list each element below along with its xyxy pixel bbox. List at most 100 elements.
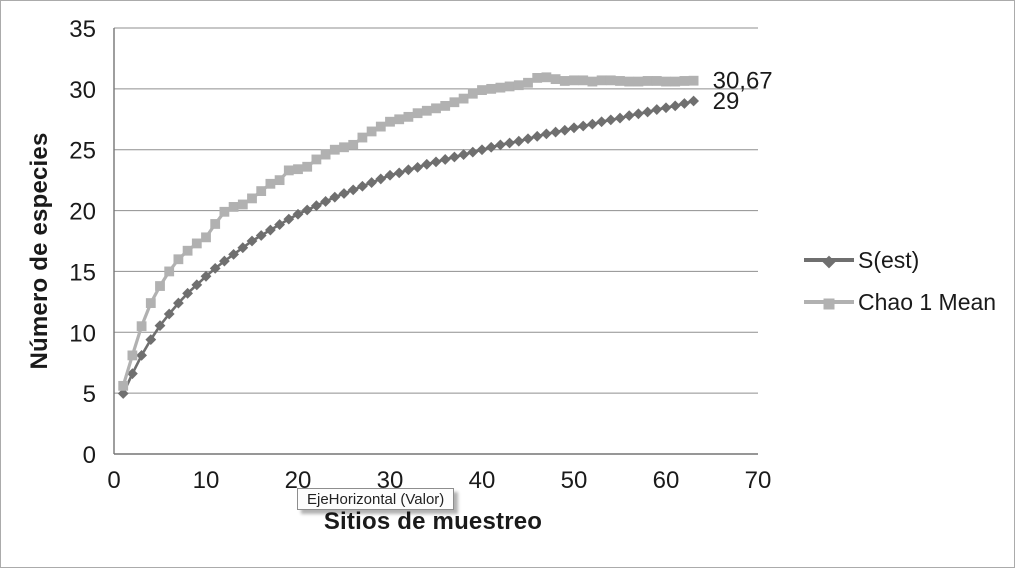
y-tick-label: 20: [69, 199, 96, 226]
square-marker-icon: [403, 111, 414, 122]
diamond-marker-icon: [587, 118, 598, 130]
square-marker-icon: [302, 161, 313, 172]
square-marker-icon: [256, 186, 267, 196]
square-marker-icon: [651, 76, 662, 86]
square-marker-icon: [182, 245, 193, 256]
square-marker-icon: [605, 75, 616, 86]
series-chao-1-mean[interactable]: 30,67: [118, 68, 773, 391]
diamond-marker-icon: [117, 388, 129, 399]
square-marker-icon: [201, 232, 211, 243]
square-marker-icon: [587, 76, 598, 87]
diamond-marker-icon: [679, 98, 690, 109]
series-line: [121, 75, 694, 387]
legend-item-sest[interactable]: S(est): [804, 242, 996, 278]
y-tick-label: 10: [69, 320, 96, 347]
legend-line-sample: [804, 298, 854, 310]
diamond-marker-icon: [136, 350, 147, 361]
diamond-marker-icon: [642, 106, 653, 118]
square-marker-icon: [385, 116, 395, 127]
square-marker-icon: [329, 144, 340, 155]
diamond-marker-icon: [154, 320, 166, 331]
square-marker-icon: [339, 142, 349, 153]
diamond-marker-icon: [237, 242, 249, 254]
diamond-marker-icon: [822, 255, 836, 269]
diamond-marker-icon: [605, 114, 617, 126]
diamond-marker-icon: [292, 208, 304, 220]
diamond-marker-icon: [338, 188, 350, 199]
square-marker-icon: [173, 254, 184, 265]
square-marker-icon: [412, 108, 423, 119]
legend-item-chao-1-mean[interactable]: Chao 1 Mean: [804, 284, 996, 320]
square-marker-icon: [688, 75, 699, 86]
square-marker-icon: [642, 76, 653, 86]
legend-label: Chao 1 Mean: [858, 288, 997, 315]
y-tick-label: 0: [83, 442, 96, 469]
diamond-marker-icon: [513, 135, 525, 147]
diamond-marker-icon: [651, 104, 663, 115]
diamond-marker-icon: [550, 126, 561, 138]
diamond-marker-icon: [439, 154, 451, 165]
square-marker-icon: [504, 81, 515, 92]
diamond-marker-icon: [412, 161, 423, 173]
square-marker-icon: [578, 75, 589, 86]
diamond-marker-icon: [329, 191, 341, 203]
square-marker-icon: [596, 75, 607, 86]
diamond-marker-icon: [660, 102, 672, 114]
square-marker-icon: [458, 93, 469, 104]
diamond-marker-icon: [246, 235, 258, 247]
square-marker-icon: [293, 164, 303, 175]
series-line: [122, 99, 694, 395]
square-marker-icon: [624, 76, 635, 87]
x-axis-title: Sitios de muestreo: [323, 508, 543, 535]
diamond-marker-icon: [559, 124, 571, 136]
square-marker-icon: [823, 298, 835, 310]
diamond-marker-icon: [467, 146, 479, 158]
y-tick-label: 5: [83, 381, 96, 408]
end-data-label: 30,67: [713, 68, 773, 95]
square-marker-icon: [311, 154, 322, 165]
diamond-marker-icon: [577, 120, 589, 132]
diamond-marker-icon: [145, 334, 157, 345]
square-marker-icon: [127, 350, 138, 361]
y-tick-label: 35: [69, 16, 96, 43]
diamond-marker-icon: [283, 213, 295, 225]
diamond-marker-icon: [375, 173, 387, 185]
diamond-marker-icon: [274, 219, 285, 230]
diamond-marker-icon: [504, 137, 515, 149]
square-marker-icon: [265, 178, 276, 189]
x-tick-label: 40: [469, 467, 496, 494]
square-marker-icon: [394, 114, 405, 125]
diamond-marker-icon: [357, 180, 368, 192]
x-tick-label: 0: [107, 467, 120, 494]
diamond-marker-icon: [173, 297, 184, 309]
square-marker-icon: [320, 149, 331, 160]
square-marker-icon: [247, 193, 257, 204]
square-marker-icon: [569, 75, 579, 86]
square-marker-icon: [477, 85, 487, 95]
series-s-est-[interactable]: 29: [117, 88, 740, 399]
diamond-marker-icon: [531, 130, 543, 142]
diamond-marker-icon: [301, 204, 313, 216]
square-marker-icon: [366, 126, 377, 137]
diamond-marker-icon: [209, 262, 221, 274]
diamond-marker-icon: [191, 279, 203, 291]
diamond-marker-icon: [265, 224, 276, 236]
legend: S(est) Chao 1 Mean: [804, 242, 996, 326]
diamond-marker-icon: [421, 158, 433, 170]
diamond-marker-icon: [568, 122, 580, 134]
diamond-marker-icon: [163, 308, 175, 320]
diamond-marker-icon: [476, 144, 488, 156]
square-marker-icon: [219, 206, 230, 217]
square-marker-icon: [467, 88, 478, 99]
diamond-marker-icon: [347, 184, 359, 196]
diamond-marker-icon: [669, 100, 681, 112]
square-marker-icon: [283, 165, 294, 176]
diamond-marker-icon: [320, 196, 331, 207]
square-marker-icon: [541, 72, 552, 83]
square-marker-icon: [440, 100, 451, 111]
diamond-marker-icon: [485, 141, 497, 153]
diamond-marker-icon: [633, 108, 644, 120]
axis-tooltip: EjeHorizontal (Valor): [297, 488, 455, 510]
